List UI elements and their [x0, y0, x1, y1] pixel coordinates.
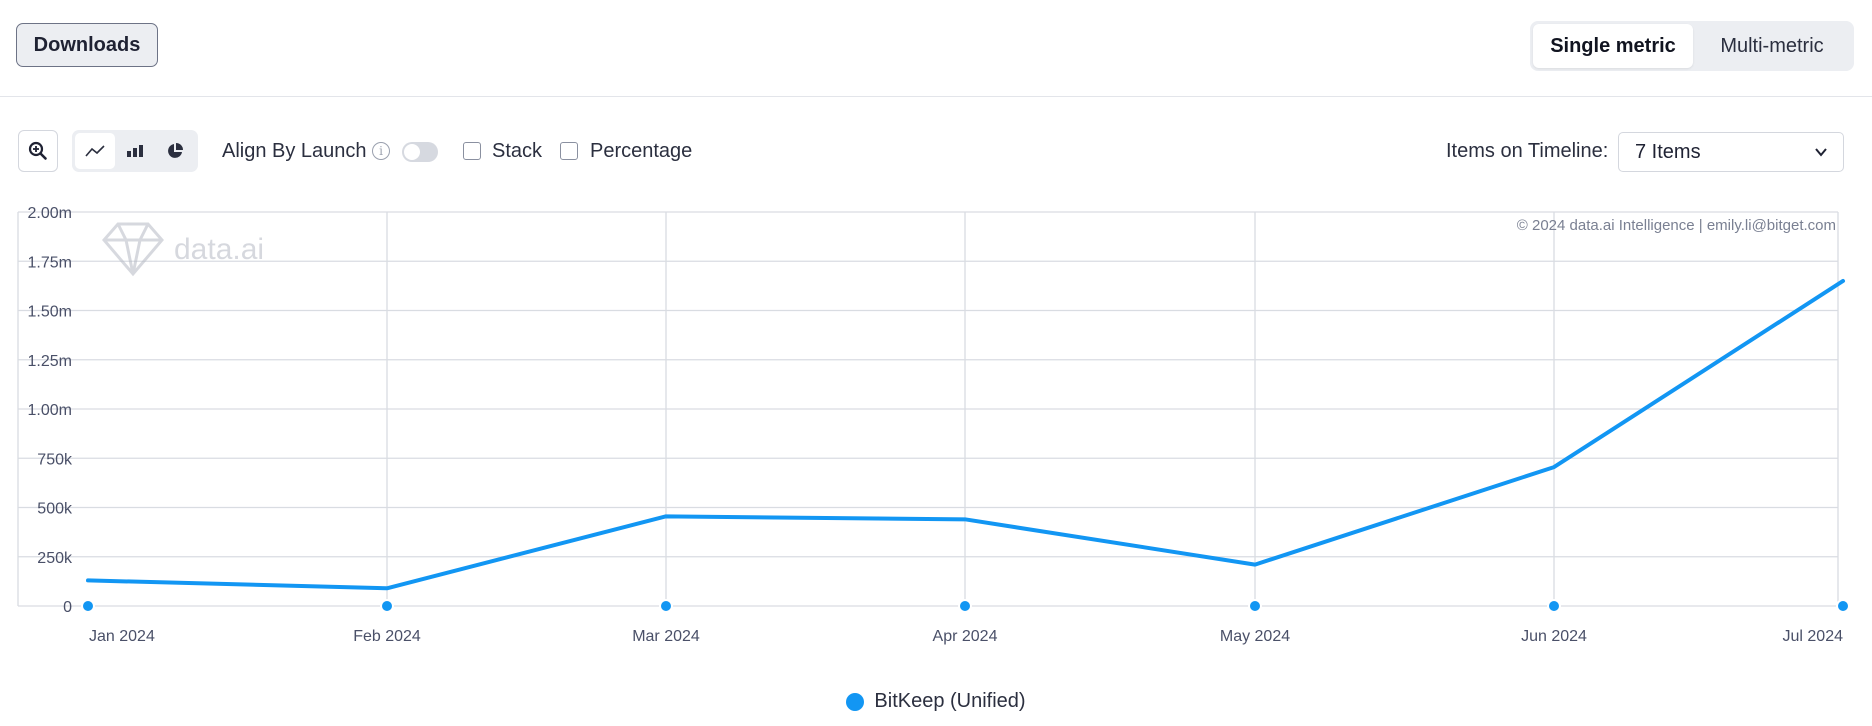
pie-chart-icon — [168, 143, 183, 158]
metric-toggle: Single metric Multi-metric — [1530, 21, 1854, 71]
y-tick-label: 2.00m — [28, 205, 72, 222]
x-axis-point-marker — [1248, 599, 1262, 613]
multi-metric-option[interactable]: Multi-metric — [1720, 34, 1824, 57]
percentage-label: Percentage — [590, 140, 693, 162]
toggle-knob — [404, 144, 420, 160]
x-axis-point-marker — [1836, 599, 1850, 613]
y-tick-label: 250k — [37, 550, 73, 567]
align-by-launch-label: Align By Launch — [222, 140, 367, 162]
x-axis-point-marker — [659, 599, 673, 613]
chart-toolbar: Align By Launch i Stack Percentage Items… — [0, 130, 1872, 174]
items-select-value: 7 Items — [1635, 140, 1701, 163]
downloads-button[interactable]: Downloads — [16, 23, 158, 67]
bar-chart-button[interactable] — [115, 133, 155, 169]
stack-checkbox[interactable] — [463, 142, 481, 160]
items-on-timeline-select[interactable]: 7 Items — [1618, 132, 1844, 172]
y-tick-label: 1.00m — [28, 402, 72, 419]
bar-chart-icon — [127, 145, 143, 157]
line-chart-button[interactable] — [75, 133, 115, 169]
single-metric-option[interactable]: Single metric — [1533, 24, 1693, 68]
x-axis-ticks: Jan 2024 Feb 2024 Mar 2024 Apr 2024 May 2024… — [89, 628, 1843, 645]
diamond-logo-icon — [102, 222, 164, 277]
chart-type-switcher — [72, 130, 198, 172]
x-axis-point-marker — [1547, 599, 1561, 613]
y-tick-label: 750k — [37, 451, 73, 468]
zoom-button[interactable] — [18, 130, 58, 172]
series-layer — [81, 278, 1850, 613]
y-tick-label: 1.50m — [28, 304, 72, 321]
line-chart-icon — [85, 145, 105, 157]
y-axis-ticks: 0 250k 500k 750k 1.00m 1.25m 1.50m 1.75m 2.00m — [28, 205, 73, 616]
x-tick-label: Jul 2024 — [1783, 628, 1844, 645]
data-ai-watermark: data.ai — [102, 222, 264, 277]
chevron-down-icon — [1815, 148, 1827, 157]
y-tick-label: 0 — [63, 599, 72, 616]
copyright-text: © 2024 data.ai Intelligence | emily.li@b… — [1517, 217, 1836, 234]
percentage-checkbox[interactable] — [560, 142, 578, 160]
x-tick-label: Mar 2024 — [632, 628, 700, 645]
y-tick-label: 500k — [37, 501, 73, 518]
series-line — [86, 278, 1845, 591]
align-by-launch-toggle[interactable] — [402, 142, 438, 162]
x-axis-point-marker — [958, 599, 972, 613]
downloads-line-chart: data.ai © 2024 data.ai Intelligence | em… — [17, 205, 1850, 645]
x-axis-point-marker — [380, 599, 394, 613]
chart-legend: BitKeep (Unified) — [0, 690, 1872, 713]
zoom-in-icon — [28, 141, 47, 160]
y-tick-label: 1.25m — [28, 353, 72, 370]
info-icon[interactable]: i — [372, 142, 390, 160]
x-tick-label: Apr 2024 — [933, 628, 998, 645]
x-tick-label: Jan 2024 — [89, 628, 155, 645]
top-bar: Downloads Single metric Multi-metric — [0, 0, 1872, 97]
items-on-timeline-label: Items on Timeline: — [1446, 140, 1609, 162]
legend-swatch — [846, 692, 865, 711]
grid — [17, 211, 1839, 607]
y-tick-label: 1.75m — [28, 254, 72, 271]
watermark-brand: data.ai — [174, 233, 264, 266]
x-tick-label: Feb 2024 — [353, 628, 421, 645]
stack-label: Stack — [492, 140, 543, 162]
legend-label[interactable]: BitKeep (Unified) — [874, 690, 1026, 712]
x-tick-label: Jun 2024 — [1521, 628, 1587, 645]
pie-chart-button[interactable] — [155, 133, 195, 169]
x-tick-label: May 2024 — [1220, 628, 1290, 645]
x-axis-point-marker — [81, 599, 95, 613]
